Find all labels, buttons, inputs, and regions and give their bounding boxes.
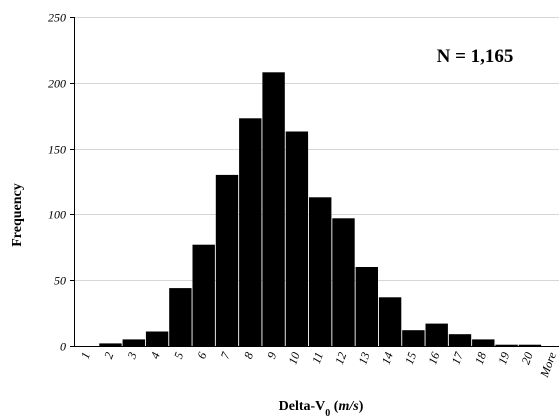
bar-17 <box>448 334 472 346</box>
bar-5 <box>169 288 192 346</box>
x-tick-label: 6 <box>194 350 209 360</box>
x-tick-label: 4 <box>148 350 163 360</box>
x-axis-title-unit: m/s <box>338 399 359 414</box>
x-tick-label: 11 <box>309 350 326 365</box>
x-tick-label: 12 <box>332 350 349 366</box>
x-tick-label: 19 <box>495 350 512 366</box>
x-tick-label: 10 <box>285 350 302 366</box>
y-tick-label: 150 <box>48 143 66 157</box>
x-tick-label: 16 <box>425 350 442 366</box>
bar-7 <box>215 174 239 346</box>
bar-10 <box>285 131 309 346</box>
axes <box>70 17 559 347</box>
y-tick-label: 250 <box>48 11 66 25</box>
x-axis-title: Delta-V0 (m/s) <box>279 399 364 417</box>
y-tick-label: 50 <box>54 274 66 288</box>
x-tick-labels: 1 2 3 4 5 6 7 8 9 10 11 12 13 14 15 16 17 18 19 20 More <box>78 349 559 380</box>
bar-6 <box>192 244 215 346</box>
sample-size-annotation: N = 1,165 <box>437 46 514 67</box>
y-axis-title: Frequency <box>10 183 25 247</box>
x-tick-label: 8 <box>241 350 256 360</box>
bar-14 <box>378 297 402 346</box>
x-tick-label: 15 <box>402 350 419 366</box>
x-tick-label: More <box>537 350 559 380</box>
bar-2 <box>99 343 122 346</box>
x-tick-label: 3 <box>124 350 140 361</box>
bar-4 <box>145 331 169 346</box>
x-tick-label: 2 <box>101 350 116 360</box>
bar-15 <box>402 330 425 346</box>
bar-9 <box>262 72 285 347</box>
x-tick-label: 13 <box>355 350 372 366</box>
x-tick-label: 1 <box>78 350 93 360</box>
x-tick-label: 5 <box>171 350 186 360</box>
y-tick-label: 100 <box>48 208 66 222</box>
x-axis-title-paren-close: ) <box>359 399 364 414</box>
x-axis-title-paren-open: ( <box>330 399 339 414</box>
bar-20 <box>518 344 542 346</box>
y-tick-labels: 0 50 100 150 200 250 <box>48 11 66 354</box>
bar-13 <box>355 267 378 346</box>
x-axis-title-main: Delta-V <box>279 399 326 414</box>
x-tick-label: 18 <box>472 350 489 366</box>
x-axis-title-subscript: 0 <box>325 408 330 417</box>
bar-8 <box>239 118 262 346</box>
bar-3 <box>122 339 145 346</box>
gridlines <box>74 17 559 281</box>
bar-11 <box>309 197 332 346</box>
y-tick-label: 0 <box>60 340 66 354</box>
x-tick-label: 20 <box>518 350 535 366</box>
bar-16 <box>425 323 448 346</box>
bar-19 <box>495 344 518 346</box>
bar-12 <box>332 218 355 346</box>
x-tick-label: 17 <box>449 349 467 366</box>
y-tick-label: 200 <box>48 77 66 91</box>
bar-18 <box>472 339 495 346</box>
x-tick-label: 9 <box>264 350 279 360</box>
bars <box>99 72 542 347</box>
x-tick-label: 14 <box>379 350 396 366</box>
x-tick-label: 7 <box>218 349 234 360</box>
